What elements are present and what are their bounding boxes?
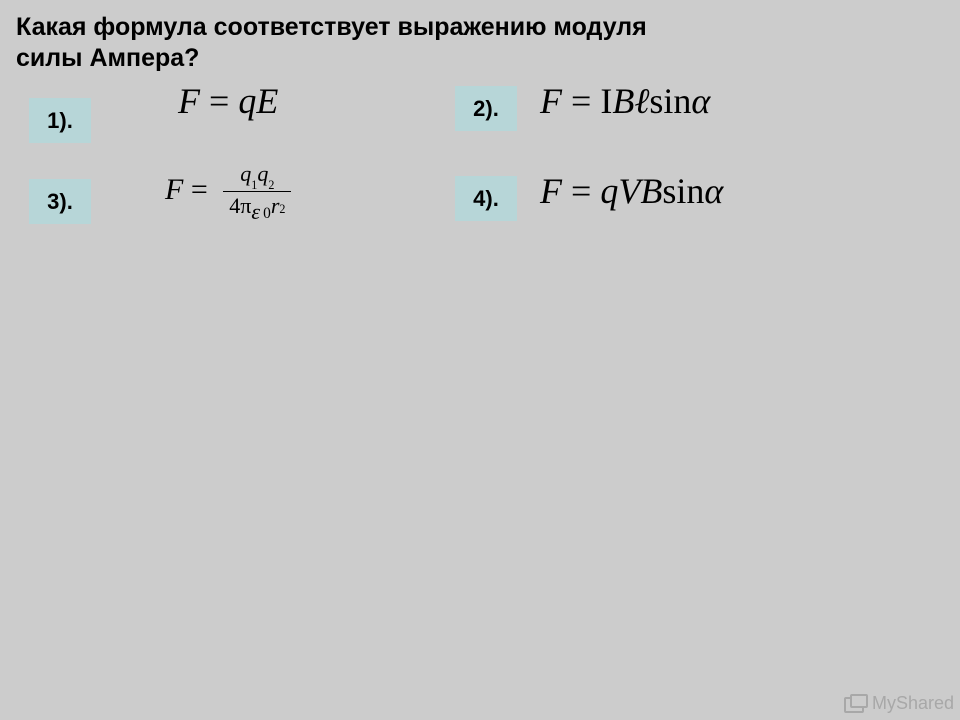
formula-1-lhs: F — [178, 80, 200, 122]
option-4-button[interactable]: 4). — [455, 176, 517, 221]
formula-2-lhs: F — [540, 80, 562, 122]
formula-2-l: ℓ — [634, 80, 649, 122]
formula-4-V: V — [618, 170, 640, 212]
formula-4-q: q — [600, 170, 618, 212]
formula-2-sin: sin — [649, 80, 691, 122]
den-eps: ε — [251, 198, 260, 227]
num-q2-sub: 2 — [268, 178, 274, 192]
question-text: Какая формула соответствует выражению мо… — [16, 12, 716, 75]
formula-3-denominator: 4π ε 0 r2 — [223, 192, 291, 221]
formula-4: F = q V B sin α — [540, 170, 723, 212]
equals-sign: = — [562, 170, 600, 212]
num-q1-q: q — [240, 161, 251, 186]
watermark-text: MyShared — [872, 693, 954, 714]
num-q2-q: q — [257, 161, 268, 186]
formula-3: F = q1q2 4π ε 0 r2 — [165, 160, 291, 221]
den-r-exp: 2 — [279, 202, 285, 218]
formula-1-rhs: qE — [238, 80, 278, 122]
den-r: r — [271, 192, 280, 221]
option-1-button[interactable]: 1). — [29, 98, 91, 143]
option-2-button[interactable]: 2). — [455, 86, 517, 131]
watermark: MyShared — [842, 693, 954, 714]
formula-2: F = I B ℓ sin α — [540, 80, 710, 122]
formula-3-lhs: F — [165, 173, 183, 207]
option-3-button[interactable]: 3). — [29, 179, 91, 224]
formula-1: F = qE — [178, 80, 278, 122]
watermark-icon — [842, 694, 868, 714]
equals-sign: = — [562, 80, 600, 122]
formula-4-alpha: α — [704, 170, 723, 212]
formula-4-B: B — [640, 170, 662, 212]
num-q1-sub: 1 — [251, 178, 257, 192]
formula-2-B: B — [612, 80, 634, 122]
equals-sign: = — [200, 80, 238, 122]
formula-2-alpha: α — [691, 80, 710, 122]
equals-sign: = — [183, 173, 215, 207]
formula-4-lhs: F — [540, 170, 562, 212]
formula-2-I: I — [600, 80, 612, 122]
formula-4-sin: sin — [662, 170, 704, 212]
den-4pi: 4π — [229, 192, 251, 221]
formula-3-fraction: q1q2 4π ε 0 r2 — [223, 160, 291, 221]
formula-3-numerator: q1q2 — [234, 160, 280, 191]
den-zero: 0 — [260, 204, 271, 224]
